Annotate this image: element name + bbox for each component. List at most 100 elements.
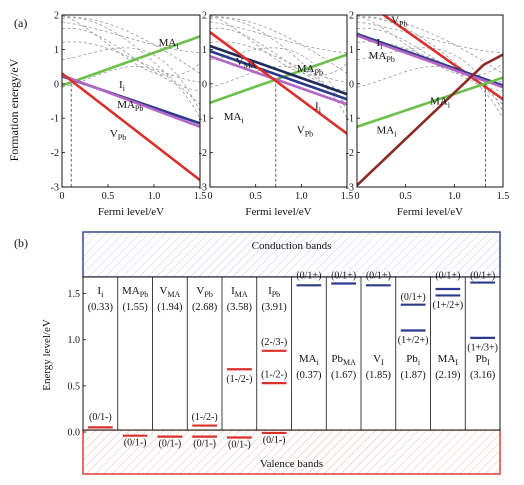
plot-frame (356, 14, 504, 188)
series-label: MAi (224, 111, 245, 125)
series-line-ma-pb (62, 73, 200, 129)
series-line-ma-i (62, 35, 200, 87)
defect-formation-value: (2.68) (192, 302, 218, 313)
y-axis-label-energy-level: Energy level/eV (41, 319, 53, 391)
x-tick-label: 1.0 (448, 191, 461, 202)
plot-area (62, 15, 200, 182)
defect-name: IMA (231, 285, 248, 299)
transition-label: (0/1+) (331, 271, 356, 282)
defect-name: VMA (159, 285, 180, 299)
conduction-band-label: Conduction bands (252, 240, 332, 252)
background-curve (62, 47, 200, 112)
defect-formation-value: (1.94) (157, 302, 183, 313)
defect-formation-value: (3.16) (470, 370, 496, 381)
y-tick-label: 0 (349, 79, 354, 90)
x-tick-label: 0.5 (102, 191, 115, 202)
y-tick-label: 0 (54, 79, 59, 90)
background-curve (62, 27, 200, 92)
defect-column: MAi (0.37) (0/1+) (291, 271, 322, 430)
formation-energy-panels: -3 -2 -1 0 1 2 0 0.5 1.0 1.5 Fermi level/eV MAi Ii MA… (51, 11, 510, 219)
x-tick-label: 0.5 (399, 191, 412, 202)
series-label: MAi (430, 95, 451, 109)
formation-panel-2: -3 -2 -1 0 1 2 0 0.5 1.0 1.5 Fermi level/eV VMA MAPb… (199, 11, 354, 219)
y-tick-label: -2 (199, 148, 207, 159)
defect-formation-value: (3.91) (261, 302, 287, 313)
y-axis-label-formation-energy: Formation energy/eV (7, 58, 21, 161)
series-label: VMA (236, 56, 257, 70)
transition-label: (0/1+) (296, 271, 321, 282)
defect-name: MAI (438, 353, 459, 367)
defect-column: IPb (3.91) (2-/3-) (1-/2-) (0/1-) (256, 277, 287, 446)
y-tick-label: 0.0 (68, 428, 81, 439)
series-label: MAPb (297, 63, 323, 77)
defect-name: Ii (97, 285, 104, 299)
y-tick-label: 1.0 (68, 335, 81, 346)
defect-formation-value: (1.87) (400, 370, 426, 381)
defect-column: Ii (0.33) (0/1-) (88, 285, 114, 429)
transition-label: (2-/3-) (261, 337, 287, 348)
defect-name: Pbi (406, 353, 421, 367)
transition-label: (1+/2+) (398, 335, 429, 346)
transition-label: (0/1-) (228, 439, 251, 450)
x-tick-label: 1.5 (497, 191, 510, 202)
series-label: Ii (119, 79, 126, 93)
series-label: VPb (391, 15, 407, 29)
transition-label: (0/1+) (435, 271, 460, 282)
background-curve (210, 41, 347, 83)
series-label: MAi (376, 125, 397, 139)
plot-area (357, 15, 503, 187)
series-line-v-pb (62, 72, 200, 182)
x-tick-label: 1.0 (295, 191, 308, 202)
y-tick-label: -3 (346, 183, 354, 194)
y-tick-label: 2 (54, 11, 59, 22)
x-tick-label: 0 (208, 191, 213, 202)
transition-label: (1-/2-) (192, 412, 218, 423)
y-tick-label: 0 (202, 79, 207, 90)
valence-band-label: Valence bands (260, 458, 323, 470)
series-label: VPb (297, 125, 313, 139)
series-line-i-i (357, 32, 503, 87)
series-line-ma-pb (357, 34, 503, 89)
background-curve (62, 21, 200, 54)
y-tick-label: -3 (51, 183, 59, 194)
transition-label: (0/1-) (89, 412, 112, 423)
series-line-i-i (210, 54, 347, 106)
series-line-ma-i (357, 76, 503, 129)
defect-column: VMA (1.94) (0/1-) (152, 277, 183, 450)
defect-name: MAPb (122, 285, 148, 299)
defect-name: MAi (299, 353, 320, 367)
background-curve (357, 21, 503, 54)
valence-band-box (82, 429, 501, 475)
x-tick-label: 0 (355, 191, 360, 202)
defect-column: PbI (3.16) (0/1+) (1+/3+) (464, 271, 498, 430)
defect-name: PbI (475, 353, 490, 367)
series-line-ma-i (210, 53, 347, 105)
transition-label: (0/1-) (124, 438, 147, 449)
x-tick-label: 1.5 (341, 191, 354, 202)
background-curve (357, 15, 503, 77)
plot-frame (61, 14, 201, 188)
y-tick-label: -1 (51, 114, 59, 125)
series-label: Ii (376, 37, 383, 51)
defect-column: MAI (2.19) (0/1+) (1+/2+) (430, 271, 464, 430)
x-axis-label: Fermi level/eV (397, 206, 463, 218)
transition-label: (0/1-) (193, 439, 216, 450)
background-curve (357, 66, 503, 119)
y-tick-label: 2 (202, 11, 207, 22)
series-line-ma-i-2 (357, 53, 503, 187)
x-tick-label: 0.5 (249, 191, 262, 202)
series-label: MAi (159, 37, 180, 51)
y-tick-label: 1 (349, 45, 354, 56)
defect-column: IMA (3.58) (1-/2-) (0/1-) (221, 277, 253, 450)
y-tick-label: -2 (51, 148, 59, 159)
defect-formation-value: (0.37) (296, 370, 322, 381)
transition-label: (1+/3+) (467, 343, 498, 354)
transition-label: (1+/2+) (433, 300, 464, 311)
series-label: MAPb (117, 99, 143, 113)
defect-formation-value: (1.55) (122, 302, 148, 313)
y-tick-label: -1 (199, 114, 207, 125)
defect-formation-value: (1.85) (366, 370, 392, 381)
background-curve (62, 16, 200, 74)
